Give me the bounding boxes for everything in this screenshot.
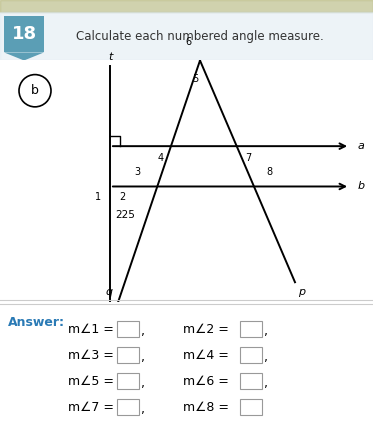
Text: m∠1 =: m∠1 =	[68, 323, 114, 336]
Text: 6: 6	[185, 37, 191, 48]
Bar	[240, 347, 262, 363]
Text: m∠5 =: m∠5 =	[68, 375, 114, 388]
Bar	[117, 321, 139, 337]
Text: m∠7 =: m∠7 =	[68, 400, 114, 413]
Bar	[240, 373, 262, 389]
Bar	[117, 347, 139, 363]
Text: 3: 3	[134, 167, 140, 178]
Text: ,: ,	[141, 377, 145, 390]
Text: ,: ,	[264, 351, 268, 364]
Bar	[117, 373, 139, 389]
Text: t: t	[108, 53, 112, 63]
Text: ,: ,	[264, 325, 268, 338]
Text: a: a	[358, 141, 365, 151]
Text: ,: ,	[141, 325, 145, 338]
Text: 18: 18	[12, 25, 37, 43]
Text: ,: ,	[141, 351, 145, 364]
Bar	[240, 399, 262, 415]
Bar	[0, 0, 373, 12]
Text: Answer:: Answer:	[8, 316, 65, 329]
Text: 5: 5	[192, 73, 198, 84]
Bar	[117, 399, 139, 415]
Text: ,: ,	[264, 377, 268, 390]
Text: ,: ,	[141, 403, 145, 416]
Text: m∠6 =: m∠6 =	[183, 375, 229, 388]
Text: m∠4 =: m∠4 =	[183, 349, 229, 362]
Bar	[240, 321, 262, 337]
Text: m∠8 =: m∠8 =	[183, 400, 229, 413]
Text: b: b	[31, 84, 39, 97]
Bar	[4, 16, 44, 52]
Text: 7: 7	[245, 153, 252, 163]
Text: m∠2 =: m∠2 =	[183, 323, 229, 336]
Text: 225: 225	[115, 210, 135, 220]
Polygon shape	[4, 52, 44, 60]
Text: 8: 8	[266, 167, 272, 178]
Text: 2: 2	[119, 191, 125, 202]
Text: 1: 1	[95, 191, 101, 202]
Bar	[0, 12, 373, 60]
Text: b: b	[358, 181, 365, 191]
Text: 4: 4	[158, 153, 164, 163]
Text: p: p	[298, 287, 305, 297]
Text: q: q	[106, 287, 113, 297]
Text: Calculate each numbered angle measure.: Calculate each numbered angle measure.	[76, 30, 324, 43]
Text: m∠3 =: m∠3 =	[68, 349, 114, 362]
Bar	[0, 0, 373, 12]
